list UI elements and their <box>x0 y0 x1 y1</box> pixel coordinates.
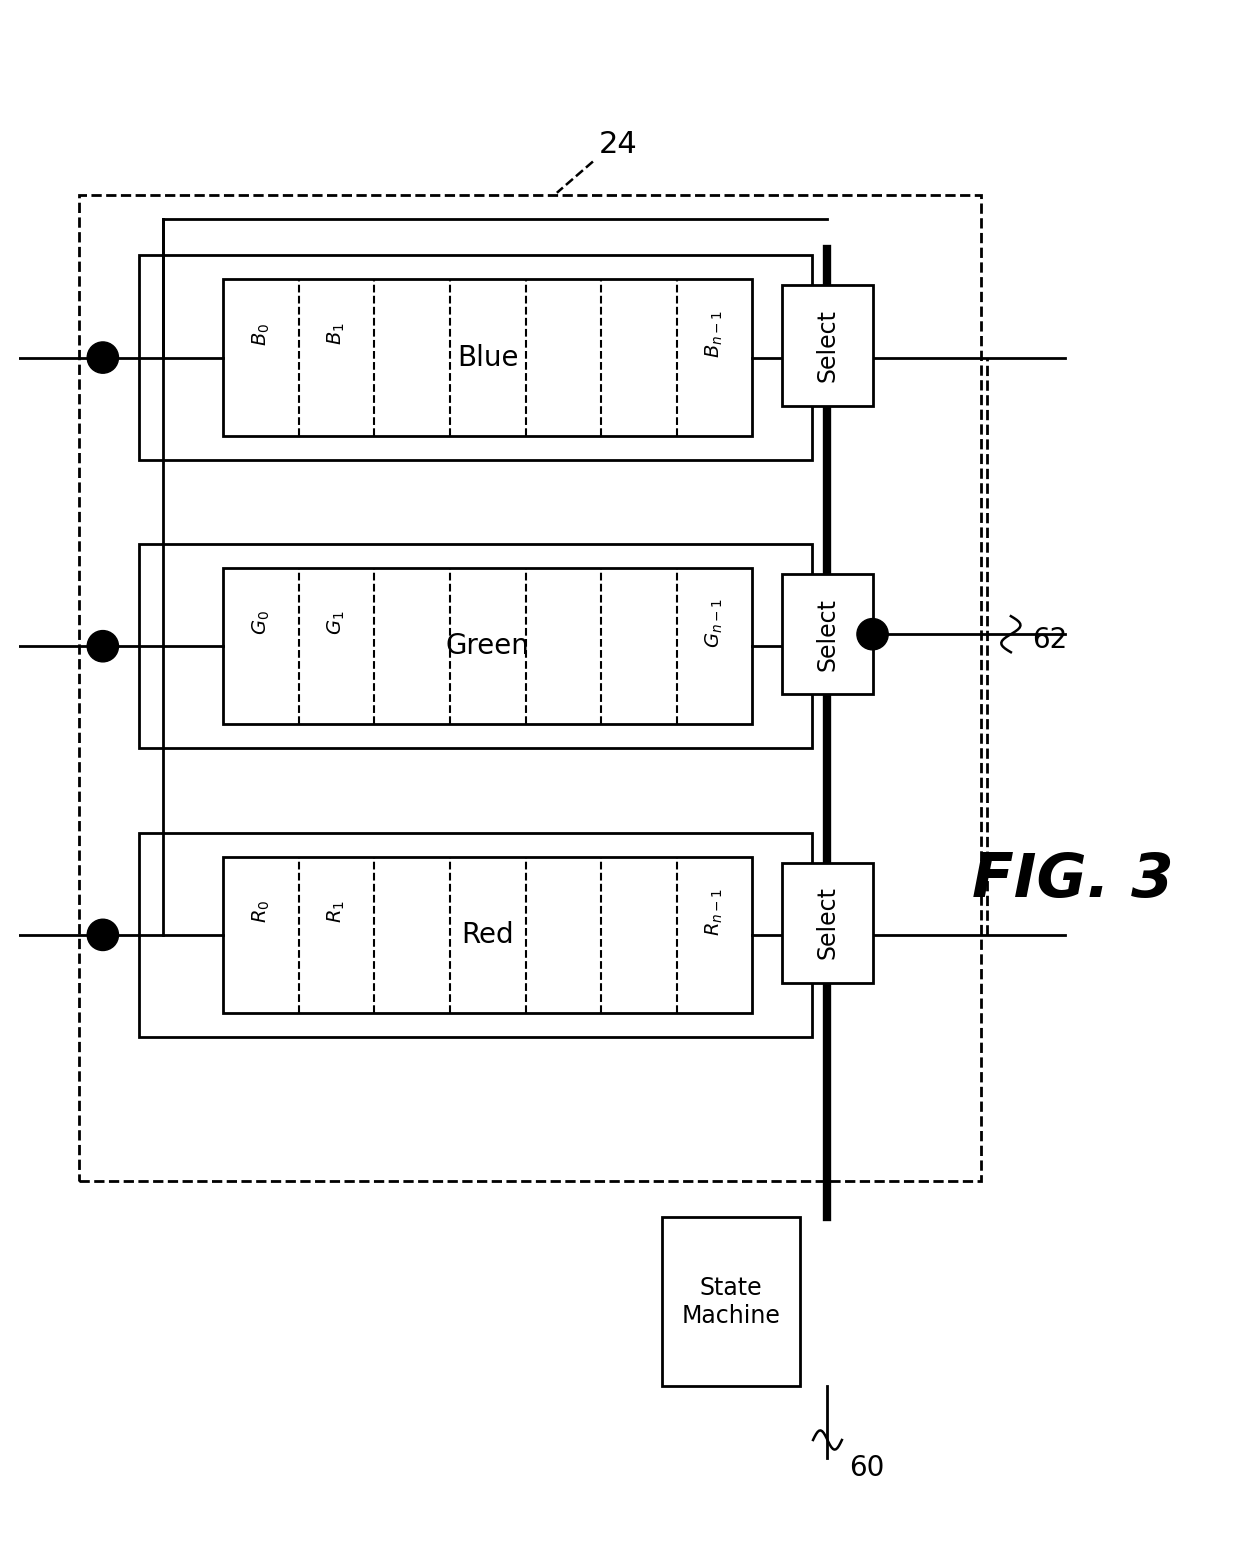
Bar <box>782 286 873 406</box>
Bar <box>139 544 812 748</box>
Circle shape <box>857 618 888 650</box>
Text: $G_{n-1}$: $G_{n-1}$ <box>704 598 725 647</box>
Bar <box>782 862 873 983</box>
Text: Select: Select <box>816 598 839 671</box>
Text: $R_{n-1}$: $R_{n-1}$ <box>704 887 725 936</box>
Text: 62: 62 <box>1033 626 1068 654</box>
Text: Select: Select <box>816 309 839 382</box>
Text: 24: 24 <box>599 130 637 159</box>
Text: $G_1$: $G_1$ <box>326 610 347 635</box>
Text: 60: 60 <box>849 1454 884 1482</box>
Bar <box>79 195 981 1182</box>
Text: Red: Red <box>461 921 515 949</box>
Text: $B_{n-1}$: $B_{n-1}$ <box>704 311 725 358</box>
Text: $B_0$: $B_0$ <box>250 323 272 346</box>
Bar <box>782 575 873 694</box>
Bar <box>223 856 753 1014</box>
Circle shape <box>87 341 119 374</box>
Text: Select: Select <box>816 887 839 959</box>
Bar <box>662 1217 800 1386</box>
Bar <box>139 833 812 1037</box>
Text: $B_1$: $B_1$ <box>326 323 347 346</box>
Text: FIG. 3: FIG. 3 <box>972 851 1173 910</box>
Text: $R_0$: $R_0$ <box>250 899 272 922</box>
Text: Green: Green <box>445 632 529 660</box>
Bar <box>223 569 753 725</box>
Bar <box>139 255 812 460</box>
Text: Blue: Blue <box>458 343 518 371</box>
Text: $R_1$: $R_1$ <box>326 899 347 922</box>
Circle shape <box>87 919 119 950</box>
Text: $G_0$: $G_0$ <box>250 610 272 635</box>
Text: State
Machine: State Machine <box>682 1276 781 1327</box>
Bar <box>223 280 753 436</box>
Circle shape <box>87 630 119 661</box>
